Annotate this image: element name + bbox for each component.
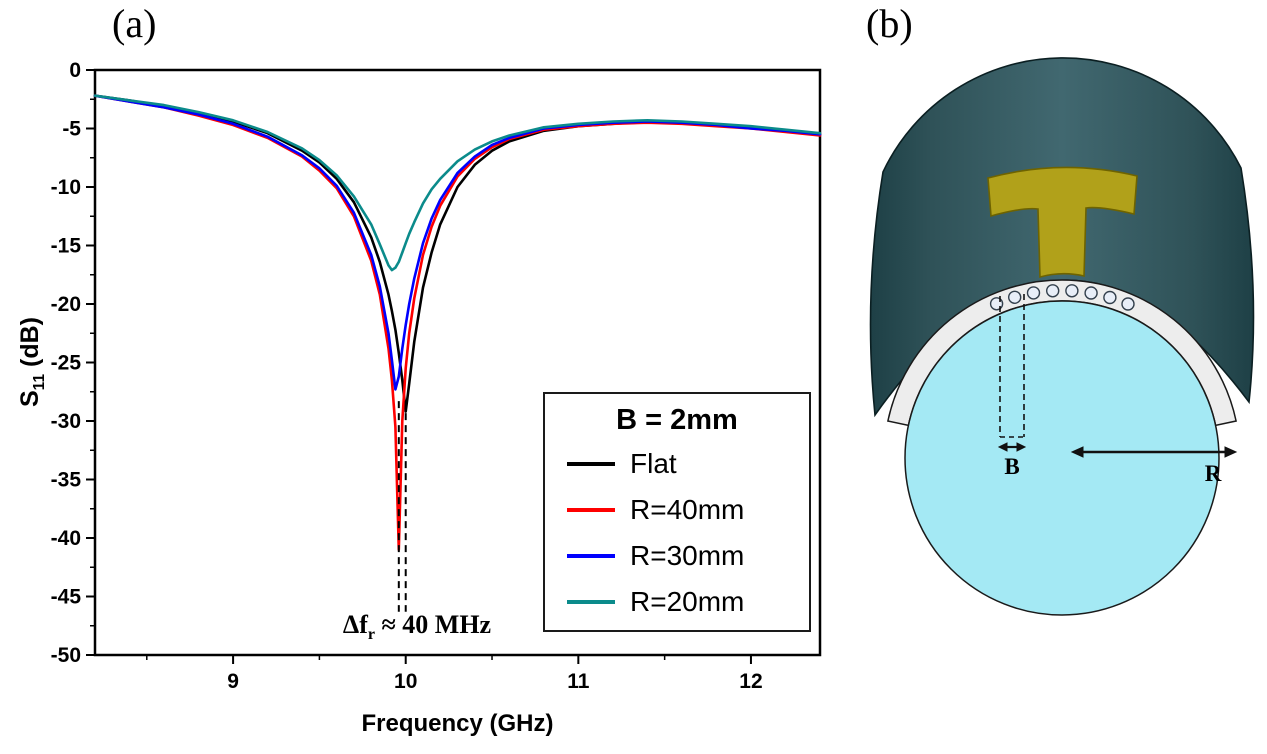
b-arrowhead-right — [1016, 442, 1027, 452]
r-label: R — [1205, 461, 1222, 486]
y-tick-label: -35 — [51, 469, 82, 492]
legend-label-r40mm: R=40mm — [630, 494, 745, 525]
y-tick-label: -40 — [51, 527, 81, 550]
legend-label-r30mm: R=30mm — [630, 540, 745, 571]
ylabel-sub: 11 — [31, 373, 48, 391]
legend-swatch-flat — [567, 462, 615, 466]
t-shaped-patch — [987, 166, 1138, 279]
legend-label-r20mm: R=20mm — [630, 586, 745, 617]
y-tick-label: -20 — [51, 293, 81, 316]
legend-swatch-r40mm — [567, 508, 615, 512]
x-tick-label: 11 — [567, 670, 590, 693]
panel-b-label: (b) — [866, 1, 913, 46]
via-hole — [1026, 286, 1041, 300]
y-tick-label: 0 — [69, 59, 81, 82]
y-tick-label: -30 — [51, 410, 81, 433]
curves — [93, 94, 822, 551]
ylabel-rest: (dB) — [16, 317, 44, 374]
y-tick-label: -5 — [62, 118, 81, 141]
panel-a-label: (a) — [112, 1, 157, 46]
x-tick-label: 10 — [394, 670, 417, 693]
x-axis-label: Frequency (GHz) — [361, 710, 554, 737]
via-hole — [1103, 290, 1117, 305]
via-hole — [1084, 286, 1098, 300]
b-label: B — [1004, 454, 1019, 479]
conformal-antenna-diagram: B R — [869, 57, 1255, 616]
y-tick-label: -50 — [51, 644, 81, 667]
legend-item-r40mm: R=40mm — [545, 487, 809, 533]
y-tick-label: -45 — [51, 586, 82, 609]
annot-rest: ≈ 40 MHz — [375, 610, 492, 639]
via-hole — [1065, 284, 1079, 298]
legend-item-flat: Flat — [545, 441, 809, 487]
axes-ticks: 9 10 11 12 0 -5 -10 -15 -20 -25 -30 -35 -40 -45 -50 — [51, 59, 763, 693]
r-dimension: R — [1070, 446, 1238, 486]
legend-swatch-r20mm — [567, 600, 615, 604]
via-hole — [1008, 290, 1022, 304]
y-axis-label: S11 (dB) — [8, 262, 52, 462]
delta-f-annotation: Δfr ≈ 40 MHz — [303, 610, 531, 644]
legend-item-r30mm: R=30mm — [545, 533, 809, 579]
legend-label-flat: Flat — [630, 448, 677, 479]
curve-r20mm — [93, 94, 822, 272]
legend-title: B = 2mm — [616, 404, 738, 436]
x-tick-label: 9 — [227, 670, 239, 693]
via-hole — [1045, 284, 1060, 298]
via-hole — [1121, 297, 1135, 311]
legend-swatch-r30mm — [567, 554, 615, 558]
y-tick-label: -25 — [51, 352, 82, 375]
y-tick-label: -10 — [51, 176, 81, 199]
ylabel-base: S — [16, 390, 44, 407]
b-dimension: B — [997, 294, 1027, 479]
legend-item-r20mm: R=20mm — [545, 579, 809, 625]
annot-sub: r — [367, 626, 376, 644]
chart-legend: B = 2mm Flat R=40mm R=30mm R=20mm — [543, 392, 811, 632]
x-tick-label: 12 — [739, 670, 762, 693]
b-arrowhead-left — [997, 442, 1008, 452]
cylinder-cross-section — [904, 300, 1220, 616]
y-tick-label: -15 — [51, 235, 82, 258]
annot-prefix: Δf — [342, 610, 368, 639]
r-arrowhead-left — [1070, 446, 1084, 458]
r-arrowhead-right — [1224, 446, 1238, 458]
